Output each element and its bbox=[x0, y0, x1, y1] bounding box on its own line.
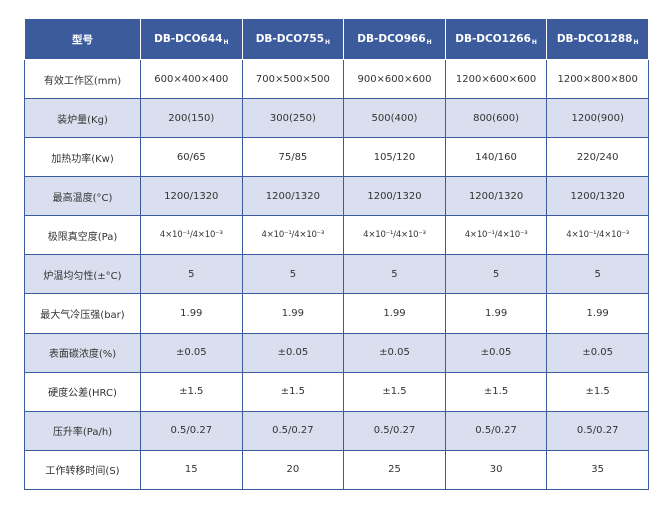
table-cell: ±0.05 bbox=[241, 332, 345, 373]
table-cell: 1200×800×800 bbox=[546, 58, 649, 100]
model-suffix: H bbox=[223, 38, 229, 46]
row-label: 工作转移时间(S) bbox=[24, 449, 141, 491]
table-row: 最高温度(°C) 1200/1320 1200/1320 1200/1320 1… bbox=[24, 176, 649, 217]
table-cell: 1200(900) bbox=[546, 98, 649, 139]
model-suffix: H bbox=[633, 38, 639, 46]
header-row: 型号 DB-DCO644H DB-DCO755H DB-DCO966H DB-D… bbox=[24, 18, 649, 60]
table-cell: 200(150) bbox=[140, 98, 243, 139]
row-label: 硬度公差(HRC) bbox=[24, 371, 141, 412]
table-cell: ±0.05 bbox=[444, 332, 548, 373]
table-cell: 1.99 bbox=[140, 293, 243, 334]
table-cell: 35 bbox=[546, 449, 649, 491]
table-cell: 105/120 bbox=[343, 137, 446, 178]
model-name: DB-DCO644 bbox=[154, 32, 223, 45]
table-row: 最大气冷压强(bar) 1.99 1.99 1.99 1.99 1.99 bbox=[24, 293, 649, 334]
table-cell: 600×400×400 bbox=[140, 58, 243, 100]
table-cell: ±1.5 bbox=[343, 371, 446, 412]
table-cell: 4×10⁻¹/4×10⁻³ bbox=[546, 215, 649, 256]
table-cell: 60/65 bbox=[140, 137, 243, 178]
model-suffix: H bbox=[325, 38, 331, 46]
table-cell: ±1.5 bbox=[140, 371, 243, 412]
table-cell: 0.5/0.27 bbox=[140, 410, 243, 451]
table-cell: 5 bbox=[241, 254, 345, 295]
header-model-4: DB-DCO1266H bbox=[444, 18, 548, 60]
table-cell: 220/240 bbox=[546, 137, 649, 178]
row-label: 压升率(Pa/h) bbox=[24, 410, 141, 451]
model-suffix: H bbox=[426, 38, 432, 46]
table-cell: 700×500×500 bbox=[241, 58, 345, 100]
table-cell: 5 bbox=[546, 254, 649, 295]
header-model-label: 型号 bbox=[24, 18, 141, 60]
table-cell: 0.5/0.27 bbox=[241, 410, 345, 451]
table-row: 装炉量(Kg) 200(150) 300(250) 500(400) 800(6… bbox=[24, 98, 649, 139]
table-cell: 300(250) bbox=[241, 98, 345, 139]
table-row: 硬度公差(HRC) ±1.5 ±1.5 ±1.5 ±1.5 ±1.5 bbox=[24, 371, 649, 412]
header-model-2: DB-DCO755H bbox=[241, 18, 345, 60]
table-cell: 4×10⁻¹/4×10⁻³ bbox=[241, 215, 345, 256]
table-cell: 1.99 bbox=[343, 293, 446, 334]
spec-table: 型号 DB-DCO644H DB-DCO755H DB-DCO966H DB-D… bbox=[24, 18, 649, 491]
table-cell: 1200/1320 bbox=[241, 176, 345, 217]
table-cell: 4×10⁻¹/4×10⁻³ bbox=[343, 215, 446, 256]
table-cell: 900×600×600 bbox=[343, 58, 446, 100]
model-name: DB-DCO1266 bbox=[455, 32, 531, 45]
row-label: 最高温度(°C) bbox=[24, 176, 141, 217]
table-cell: 1200×600×600 bbox=[444, 58, 548, 100]
header-model-1: DB-DCO644H bbox=[140, 18, 243, 60]
table-row: 炉温均匀性(±°C) 5 5 5 5 5 bbox=[24, 254, 649, 295]
table-cell: 4×10⁻¹/4×10⁻³ bbox=[140, 215, 243, 256]
row-label: 最大气冷压强(bar) bbox=[24, 293, 141, 334]
table-cell: ±1.5 bbox=[444, 371, 548, 412]
table-cell: 1200/1320 bbox=[546, 176, 649, 217]
header-model-3: DB-DCO966H bbox=[343, 18, 446, 60]
table-cell: 0.5/0.27 bbox=[444, 410, 548, 451]
table-row: 有效工作区(mm) 600×400×400 700×500×500 900×60… bbox=[24, 58, 649, 100]
table-row: 加热功率(Kw) 60/65 75/85 105/120 140/160 220… bbox=[24, 137, 649, 178]
table-cell: 75/85 bbox=[241, 137, 345, 178]
model-name: DB-DCO1288 bbox=[556, 32, 633, 45]
table-cell: 800(600) bbox=[444, 98, 548, 139]
table-cell: 0.5/0.27 bbox=[343, 410, 446, 451]
table-cell: 25 bbox=[343, 449, 446, 491]
table-cell: ±1.5 bbox=[241, 371, 345, 412]
table-cell: 140/160 bbox=[444, 137, 548, 178]
table-row: 压升率(Pa/h) 0.5/0.27 0.5/0.27 0.5/0.27 0.5… bbox=[24, 410, 649, 451]
table-row: 表面碳浓度(%) ±0.05 ±0.05 ±0.05 ±0.05 ±0.05 bbox=[24, 332, 649, 373]
row-label: 炉温均匀性(±°C) bbox=[24, 254, 141, 295]
table-cell: 1.99 bbox=[546, 293, 649, 334]
table-cell: 1.99 bbox=[444, 293, 548, 334]
table-cell: 0.5/0.27 bbox=[546, 410, 649, 451]
table-cell: ±0.05 bbox=[343, 332, 446, 373]
model-name: DB-DCO755 bbox=[255, 32, 325, 45]
table-cell: ±1.5 bbox=[546, 371, 649, 412]
model-suffix: H bbox=[531, 38, 537, 46]
table-row: 工作转移时间(S) 15 20 25 30 35 bbox=[24, 449, 649, 491]
table-cell: 20 bbox=[241, 449, 345, 491]
row-label: 装炉量(Kg) bbox=[24, 98, 141, 139]
table-cell: 1.99 bbox=[241, 293, 345, 334]
table-cell: ±0.05 bbox=[546, 332, 649, 373]
table-cell: 500(400) bbox=[343, 98, 446, 139]
table-cell: 1200/1320 bbox=[444, 176, 548, 217]
row-label: 极限真空度(Pa) bbox=[24, 215, 141, 256]
table-row: 极限真空度(Pa) 4×10⁻¹/4×10⁻³ 4×10⁻¹/4×10⁻³ 4×… bbox=[24, 215, 649, 256]
table-cell: 1200/1320 bbox=[140, 176, 243, 217]
header-model-5: DB-DCO1288H bbox=[546, 18, 649, 60]
table-cell: 1200/1320 bbox=[343, 176, 446, 217]
row-label: 加热功率(Kw) bbox=[24, 137, 141, 178]
row-label: 有效工作区(mm) bbox=[24, 58, 141, 100]
table-cell: 4×10⁻¹/4×10⁻³ bbox=[444, 215, 548, 256]
table-cell: ±0.05 bbox=[140, 332, 243, 373]
model-name: DB-DCO966 bbox=[357, 32, 426, 45]
table-cell: 5 bbox=[343, 254, 446, 295]
table-cell: 15 bbox=[140, 449, 243, 491]
table-cell: 5 bbox=[444, 254, 548, 295]
table-cell: 30 bbox=[444, 449, 548, 491]
table-cell: 5 bbox=[140, 254, 243, 295]
row-label: 表面碳浓度(%) bbox=[24, 332, 141, 373]
